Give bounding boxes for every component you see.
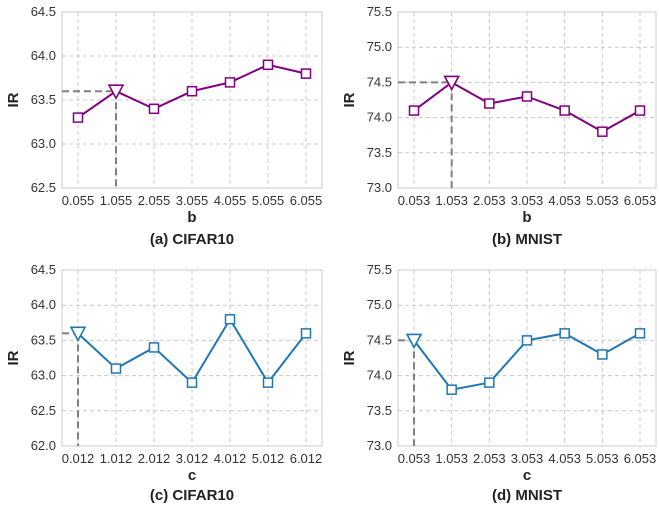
x-tick-label: 5.055 bbox=[252, 193, 285, 208]
x-tick-label: 1.053 bbox=[435, 451, 468, 466]
y-axis-label: IR bbox=[341, 92, 358, 107]
x-tick-label: 0.055 bbox=[62, 193, 95, 208]
x-tick-label: 3.053 bbox=[511, 451, 544, 466]
y-tick-label: 64.5 bbox=[31, 262, 56, 277]
x-tick-label: 2.012 bbox=[138, 451, 171, 466]
y-tick-label: 73.5 bbox=[367, 403, 392, 418]
data-point-marker bbox=[485, 378, 494, 387]
y-tick-label: 62.0 bbox=[31, 438, 56, 453]
data-point-marker bbox=[410, 106, 419, 115]
x-tick-label: 3.053 bbox=[511, 193, 544, 208]
y-tick-label: 74.5 bbox=[367, 332, 392, 347]
data-point-marker bbox=[264, 378, 273, 387]
y-tick-label: 74.0 bbox=[367, 110, 392, 125]
chart-panel-0: 62.5 63.0 63.5 64.0 64.5 0.055 1.055 2.055 3.055… bbox=[5, 4, 322, 248]
x-tick-label: 1.055 bbox=[100, 193, 133, 208]
y-tick-label: 74.0 bbox=[367, 368, 392, 383]
x-tick-label: 1.053 bbox=[435, 193, 468, 208]
y-tick-label: 75.0 bbox=[367, 297, 392, 312]
y-tick-label: 75.5 bbox=[367, 4, 392, 19]
x-tick-label: 4.053 bbox=[548, 451, 581, 466]
chart-panel-2: 62.0 62.5 63.0 63.5 64.0 64.5 0.012 1.012 2.012 3… bbox=[5, 262, 322, 504]
data-point-marker bbox=[485, 99, 494, 108]
x-tick-label: 2.053 bbox=[473, 193, 506, 208]
data-point-marker bbox=[112, 364, 121, 373]
chart-panel-1: 73.0 73.5 74.0 74.5 75.0 75.5 0.053 1.053 2.053 3… bbox=[341, 4, 656, 248]
x-tick-label: 3.055 bbox=[176, 193, 209, 208]
y-tick-label: 64.0 bbox=[31, 297, 56, 312]
x-axis-label: c bbox=[188, 467, 196, 484]
x-tick-label: 0.012 bbox=[62, 451, 95, 466]
x-tick-label: 5.053 bbox=[586, 193, 619, 208]
panel-caption: (c) CIFAR10 bbox=[150, 487, 234, 504]
y-tick-label: 74.5 bbox=[367, 74, 392, 89]
y-axis-label: IR bbox=[341, 350, 358, 365]
x-tick-label: 6.055 bbox=[290, 193, 323, 208]
y-tick-label: 63.0 bbox=[31, 368, 56, 383]
y-tick-label: 75.5 bbox=[367, 262, 392, 277]
data-point-marker bbox=[188, 87, 197, 96]
data-point-marker bbox=[447, 385, 456, 394]
y-tick-label: 73.5 bbox=[367, 145, 392, 160]
data-point-marker bbox=[523, 336, 532, 345]
data-point-marker bbox=[636, 329, 645, 338]
data-point-marker bbox=[636, 106, 645, 115]
x-tick-label: 5.012 bbox=[252, 451, 285, 466]
x-tick-label: 3.012 bbox=[176, 451, 209, 466]
data-point-marker bbox=[302, 329, 311, 338]
x-tick-label: 1.012 bbox=[100, 451, 133, 466]
data-point-marker bbox=[598, 127, 607, 136]
data-point-marker bbox=[226, 78, 235, 87]
y-tick-label: 75.0 bbox=[367, 39, 392, 54]
data-point-marker bbox=[264, 60, 273, 69]
y-tick-label: 63.5 bbox=[31, 332, 56, 347]
data-point-marker bbox=[74, 113, 83, 122]
data-point-marker bbox=[598, 350, 607, 359]
x-tick-label: 4.053 bbox=[548, 193, 581, 208]
x-tick-label: 4.055 bbox=[214, 193, 247, 208]
y-axis-label: IR bbox=[5, 350, 22, 365]
chart-panel-3: 73.0 73.5 74.0 74.5 75.0 75.5 0.053 1.053 2.053 3… bbox=[341, 262, 656, 504]
y-axis-label: IR bbox=[5, 92, 22, 107]
data-point-marker bbox=[188, 378, 197, 387]
x-tick-label: 6.053 bbox=[624, 451, 657, 466]
data-point-marker bbox=[560, 106, 569, 115]
x-tick-label: 2.055 bbox=[138, 193, 171, 208]
panel-caption: (b) MNIST bbox=[492, 231, 562, 248]
x-axis-label: b bbox=[187, 209, 196, 226]
y-tick-label: 62.5 bbox=[31, 403, 56, 418]
panel-caption: (d) MNIST bbox=[492, 487, 562, 504]
y-tick-label: 64.5 bbox=[31, 4, 56, 19]
data-point-marker bbox=[523, 92, 532, 101]
data-point-marker bbox=[150, 343, 159, 352]
data-point-marker bbox=[560, 329, 569, 338]
data-point-marker bbox=[302, 69, 311, 78]
x-tick-label: 0.053 bbox=[398, 193, 431, 208]
x-tick-label: 6.012 bbox=[290, 451, 323, 466]
x-tick-label: 5.053 bbox=[586, 451, 619, 466]
y-tick-label: 63.0 bbox=[31, 136, 56, 151]
y-tick-label: 62.5 bbox=[31, 180, 56, 195]
panel-caption: (a) CIFAR10 bbox=[150, 231, 234, 248]
y-tick-label: 73.0 bbox=[367, 438, 392, 453]
data-point-marker bbox=[150, 104, 159, 113]
x-tick-label: 4.012 bbox=[214, 451, 247, 466]
x-axis-label: b bbox=[522, 209, 531, 226]
y-tick-label: 64.0 bbox=[31, 48, 56, 63]
x-tick-label: 0.053 bbox=[398, 451, 431, 466]
y-tick-label: 73.0 bbox=[367, 180, 392, 195]
data-point-marker bbox=[226, 315, 235, 324]
y-tick-label: 63.5 bbox=[31, 92, 56, 107]
x-axis-label: c bbox=[523, 467, 531, 484]
x-tick-label: 6.053 bbox=[624, 193, 657, 208]
x-tick-label: 2.053 bbox=[473, 451, 506, 466]
